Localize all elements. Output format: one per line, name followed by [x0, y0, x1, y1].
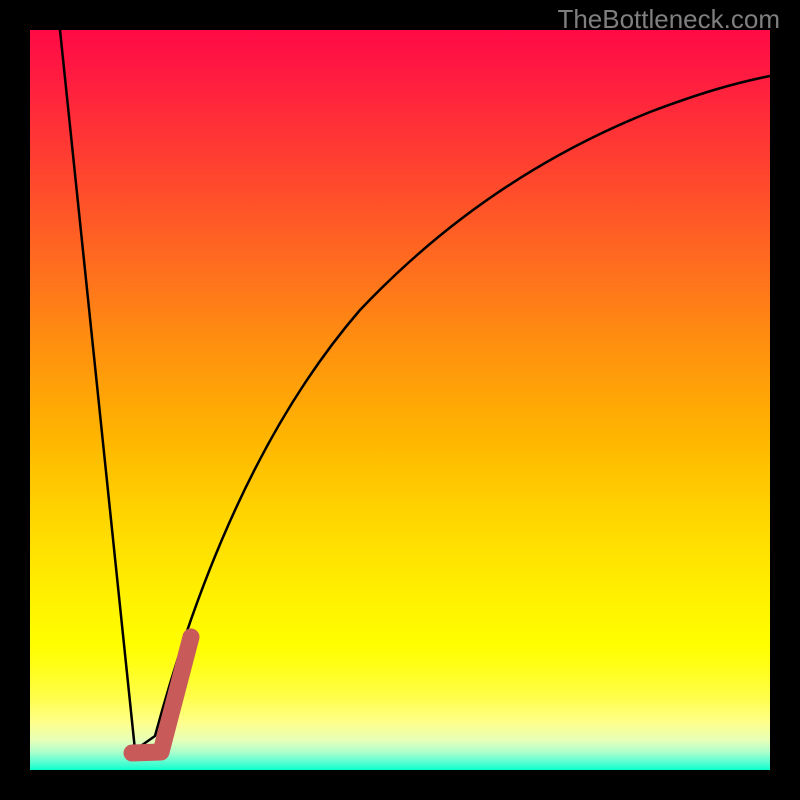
chart-frame: TheBottleneck.com	[0, 0, 800, 800]
chart-svg	[30, 30, 770, 770]
chart-background	[30, 30, 770, 770]
plot-area	[30, 30, 770, 770]
